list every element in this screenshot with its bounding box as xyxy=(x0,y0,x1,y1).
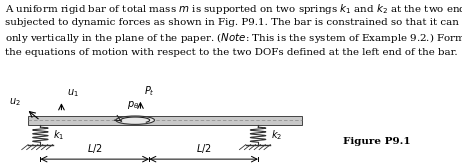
Text: $P_t$: $P_t$ xyxy=(144,84,155,98)
Text: Figure P9.1: Figure P9.1 xyxy=(344,137,411,146)
Text: $u_1$: $u_1$ xyxy=(67,87,79,99)
Bar xyxy=(28,116,302,125)
Circle shape xyxy=(116,116,154,124)
Text: $p_{\theta}$: $p_{\theta}$ xyxy=(128,99,140,111)
Text: A uniform rigid bar of total mass $m$ is supported on two springs $k_1$ and $k_2: A uniform rigid bar of total mass $m$ is… xyxy=(5,2,462,57)
Text: $k_1$: $k_1$ xyxy=(53,128,64,142)
Text: $L/2$: $L/2$ xyxy=(87,142,103,155)
Text: $u_2$: $u_2$ xyxy=(9,96,20,108)
Text: $k_2$: $k_2$ xyxy=(271,128,282,142)
Text: $L/2$: $L/2$ xyxy=(196,142,212,155)
